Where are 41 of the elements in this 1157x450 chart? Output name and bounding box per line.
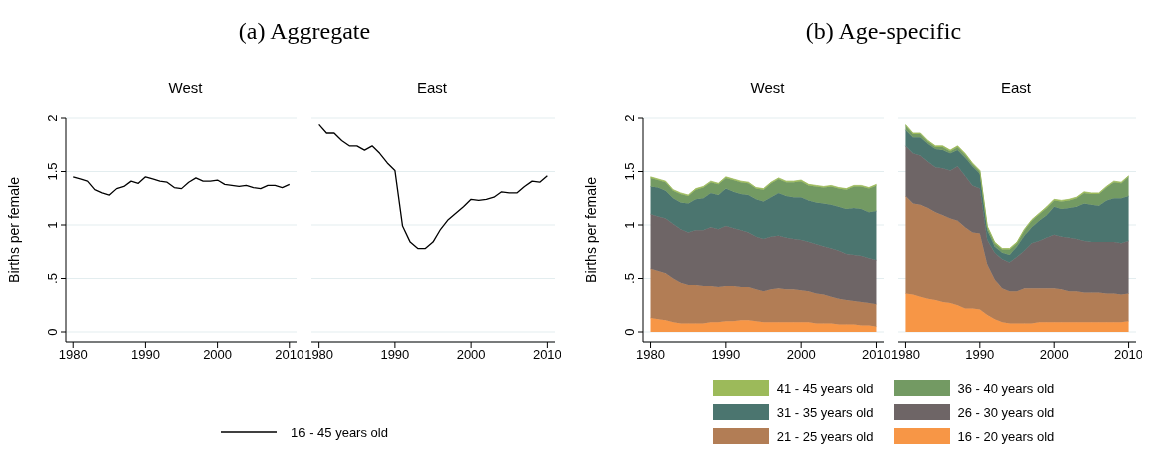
x-tick-label: 2010 [532, 347, 562, 363]
y-tick-label: 0 [622, 328, 637, 336]
y-tick-label: 1 [622, 221, 637, 229]
legend-label: 36 - 40 years old [957, 380, 1055, 396]
y-tick-label: 1 [45, 221, 60, 229]
x-tick-label: 2010 [1114, 347, 1144, 363]
y-tick-label: 2 [45, 114, 60, 122]
x-tick-label: 1990 [380, 347, 410, 363]
legend-label: 16 - 45 years old [291, 424, 388, 440]
x-tick-label: 1990 [130, 347, 160, 363]
x-tick-label: 1980 [890, 347, 920, 363]
y-tick-label: 1.5 [45, 162, 60, 181]
chart-title: (a) Aggregate [238, 18, 371, 45]
x-tick-label: 1980 [304, 347, 334, 363]
y-tick-label: .5 [622, 273, 637, 284]
y-tick-label: .5 [45, 273, 60, 284]
x-tick-label: 2010 [862, 347, 891, 363]
legend-label: 16 - 20 years old [957, 428, 1055, 444]
legend-label: 21 - 25 years old [776, 428, 874, 444]
y-axis-title: Births per female [582, 176, 599, 283]
legend-label: 41 - 45 years old [776, 380, 874, 396]
chart-subtitle: West [168, 79, 203, 96]
chart-subtitle: West [750, 79, 785, 96]
x-tick-label: 1980 [636, 347, 665, 363]
legend-label: 31 - 35 years old [776, 404, 874, 420]
x-tick-label: 2000 [1039, 347, 1069, 363]
y-axis-title: Births per female [5, 176, 22, 283]
x-tick-label: 1990 [965, 347, 995, 363]
x-tick-label: 1990 [711, 347, 741, 363]
x-tick-label: 2000 [456, 347, 486, 363]
x-tick-label: 2000 [203, 347, 233, 363]
y-tick-label: 0 [45, 328, 60, 336]
chart-subtitle: East [1000, 79, 1031, 96]
y-tick-label: 2 [622, 114, 637, 122]
y-tick-label: 1.5 [622, 162, 637, 181]
chart-title: (b) Age-specific [805, 18, 962, 45]
chart-subtitle: East [416, 79, 447, 96]
x-tick-label: 2010 [275, 347, 305, 363]
x-tick-label: 1980 [58, 347, 88, 363]
x-tick-label: 2000 [786, 347, 816, 363]
legend-label: 26 - 30 years old [957, 404, 1055, 420]
